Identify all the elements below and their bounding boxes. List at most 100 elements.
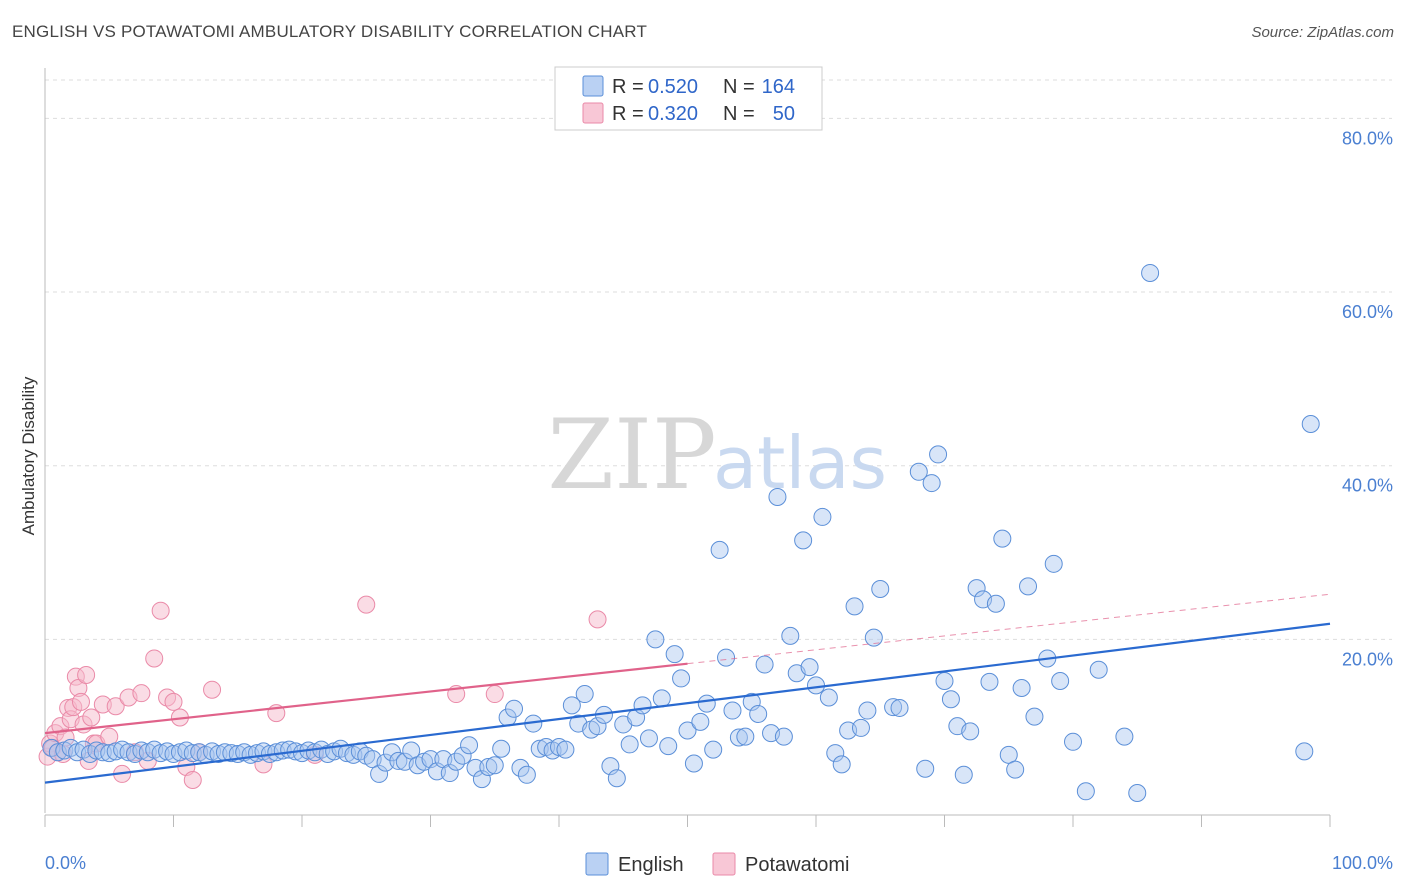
english-point: [691, 712, 710, 731]
english-point: [954, 765, 973, 784]
x-tick-label-max: 100.0%: [1332, 853, 1393, 873]
english-point: [132, 741, 151, 760]
english-point: [826, 744, 845, 763]
english-point: [1115, 727, 1134, 746]
english-point: [813, 507, 832, 526]
y-tick-label: 40.0%: [1342, 476, 1393, 496]
source-credit: Source: ZipAtlas.com: [1251, 24, 1394, 41]
y-tick-label: 60.0%: [1342, 302, 1393, 322]
english-point: [858, 701, 877, 720]
legend-english-swatch: [582, 75, 604, 97]
english-point: [717, 648, 736, 667]
axes: [44, 68, 1331, 827]
potawatomi-point: [485, 685, 504, 704]
english-point: [466, 758, 485, 777]
y-tick-label: 20.0%: [1342, 649, 1393, 669]
legend-n-value-english: 164: [762, 76, 795, 98]
english-point: [794, 531, 813, 550]
english-point: [1295, 742, 1314, 761]
english-point: [684, 754, 703, 773]
watermark-zip: ZIP: [547, 399, 716, 511]
watermark-atlas: atlas: [713, 421, 887, 505]
potawatomi-point: [164, 692, 183, 711]
series-legend: English Potawatomi: [585, 852, 850, 876]
english-point: [800, 658, 819, 677]
legend-r-label-potawatomi: R =: [612, 103, 644, 125]
english-point: [909, 462, 928, 481]
english-point: [460, 736, 479, 755]
english-point: [1012, 678, 1031, 697]
series-legend-potawatomi-label: Potawatomi: [745, 854, 850, 876]
english-point: [1301, 415, 1320, 434]
english-point: [492, 739, 511, 758]
english-point: [807, 676, 825, 695]
english-point: [961, 722, 980, 741]
english-point: [697, 694, 716, 713]
potawatomi-point: [71, 692, 90, 711]
english-point: [1089, 660, 1108, 679]
english-point: [575, 685, 594, 704]
english-point: [736, 727, 755, 746]
y-axis-label: Ambulatory Disability: [19, 376, 38, 535]
english-point: [556, 740, 575, 759]
english-point: [170, 743, 189, 762]
english-point: [639, 729, 658, 748]
series-legend-potawatomi-swatch: [712, 852, 736, 876]
potawatomi-point: [77, 665, 96, 684]
english-point: [93, 743, 112, 762]
english-point: [832, 755, 851, 774]
english-point: [819, 688, 838, 707]
english-point: [935, 672, 954, 691]
correlation-legend: R = 0.520 N = 164 R = 0.320 N = 50: [554, 66, 823, 131]
english-point: [1044, 554, 1063, 573]
x-tick-label-min: 0.0%: [45, 853, 86, 873]
english-point: [659, 737, 678, 756]
potawatomi-point: [357, 595, 376, 614]
legend-n-label-english: N =: [723, 76, 755, 98]
english-point: [678, 721, 697, 740]
legend-n-label-potawatomi: N =: [723, 103, 755, 125]
english-point: [505, 699, 524, 718]
potawatomi-point: [588, 610, 607, 629]
english-point: [222, 744, 241, 763]
english-point: [151, 744, 170, 763]
english-point: [1019, 577, 1038, 596]
english-point: [652, 689, 671, 708]
english-point: [729, 728, 748, 747]
legend-r-label-english: R =: [612, 76, 644, 98]
english-point: [1141, 263, 1160, 282]
legend-potawatomi-swatch: [582, 102, 604, 124]
potawatomi-point: [203, 680, 222, 699]
english-point: [993, 529, 1012, 548]
english-point: [440, 764, 459, 783]
english-point: [710, 540, 729, 559]
english-point: [562, 696, 581, 715]
english-point: [755, 655, 774, 674]
english-point: [916, 759, 935, 778]
y-tick-label: 80.0%: [1342, 128, 1393, 148]
english-point: [980, 672, 999, 691]
english-point: [1064, 732, 1082, 751]
potawatomi-point: [151, 601, 170, 620]
potawatomi-trend-line: [44, 662, 688, 735]
english-point: [633, 696, 652, 715]
english-point: [884, 698, 903, 717]
potawatomi-point: [145, 649, 164, 668]
english-point: [1006, 760, 1025, 779]
english-point: [1128, 784, 1147, 803]
trend-lines: [44, 593, 1331, 784]
english-point: [986, 594, 1005, 613]
english-point: [781, 626, 800, 645]
english-point: [485, 756, 504, 775]
english-point: [768, 487, 787, 506]
potawatomi-point: [132, 684, 151, 703]
english-point: [704, 740, 723, 759]
potawatomi-point: [82, 708, 101, 727]
english-point: [517, 765, 536, 784]
english-point: [845, 597, 864, 616]
series-legend-english-label: English: [618, 854, 684, 876]
english-point: [1051, 672, 1070, 691]
english-point: [607, 769, 626, 788]
english-point: [967, 579, 986, 598]
